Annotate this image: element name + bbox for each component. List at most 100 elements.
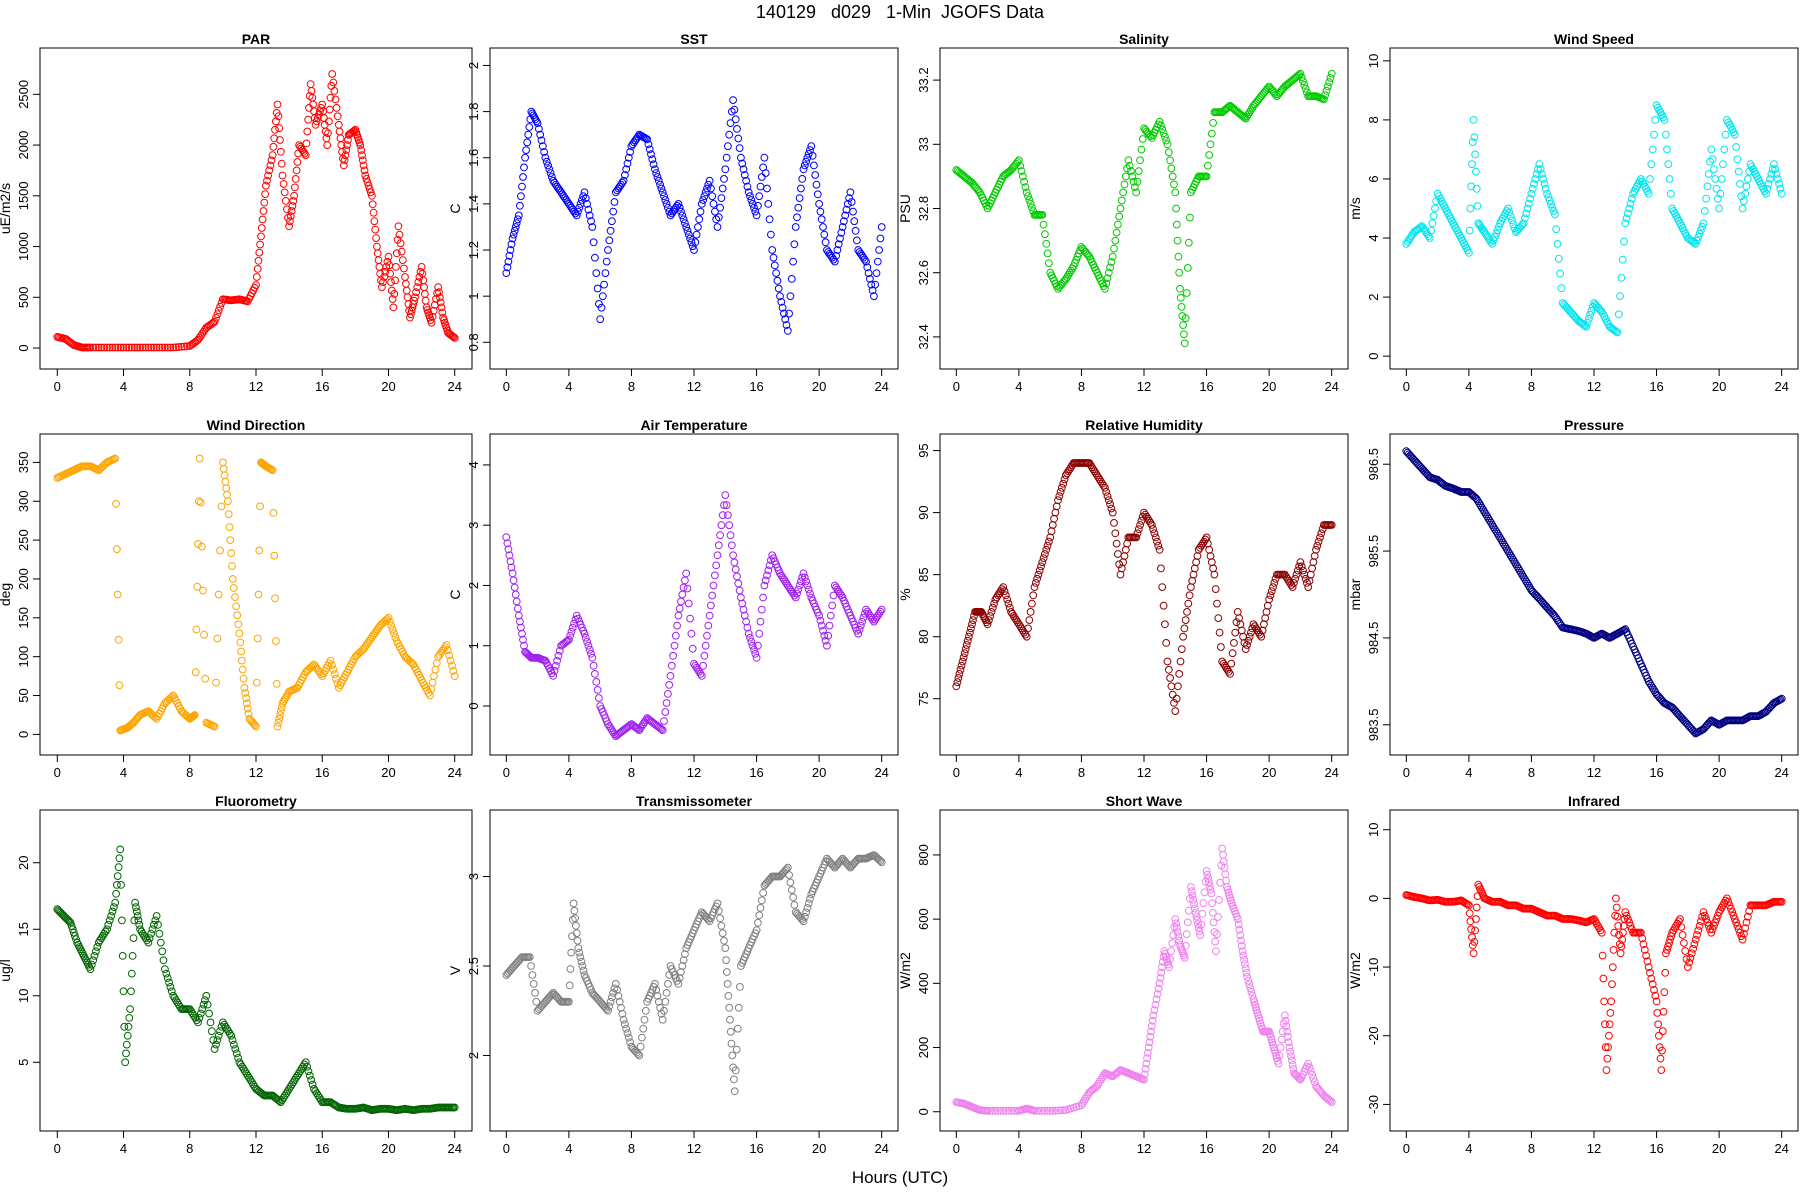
par-data-point [304, 115, 313, 124]
infrared-data-point [1730, 915, 1739, 923]
short-wave-y-tick-label: 200 [916, 1037, 931, 1059]
transmissometer-data-point [783, 863, 792, 872]
sst-x-tick-label: 0 [503, 379, 510, 394]
relative-humidity-data-point [1228, 649, 1237, 658]
wind-speed-data-point [1702, 194, 1710, 203]
wind-direction-x-tick-label: 16 [315, 765, 329, 780]
wind-speed-y-axis-label: m/s [1347, 197, 1363, 220]
wind-direction-data-point [369, 631, 378, 640]
relative-humidity-data-point [1048, 521, 1057, 529]
short-wave-data-point [1238, 947, 1247, 956]
wind-speed-data-point [1405, 236, 1413, 244]
wind-direction-data-point [255, 546, 264, 555]
sst-data-point [533, 119, 542, 127]
sst-data-point [606, 226, 615, 235]
infrared-data-point [1463, 900, 1472, 909]
relative-humidity-data-point [998, 585, 1006, 593]
par-data-point [291, 175, 300, 183]
infrared-data-point [1472, 903, 1481, 912]
relative-humidity-data-point [1011, 614, 1019, 622]
wind-speed-data-point [1704, 170, 1713, 178]
sst-data-point [815, 200, 823, 208]
relative-humidity-data-point [1309, 558, 1318, 567]
air-temperature-data-point [729, 551, 737, 560]
infrared-data-point [1650, 986, 1658, 994]
fluorometry-data-point [64, 916, 73, 925]
short-wave-data-point [1165, 963, 1173, 972]
relative-humidity-data-point [1175, 670, 1184, 678]
par-y-tick-label: 1000 [16, 232, 31, 261]
sst-data-point [876, 234, 885, 243]
wind-direction-data-point [267, 465, 276, 474]
relative-humidity-data-point [1184, 599, 1193, 608]
relative-humidity-data-point [1103, 492, 1112, 501]
air-temperature-data-point [553, 656, 561, 665]
sst-data-point [800, 161, 809, 170]
short-wave-x-tick-label: 8 [1078, 1141, 1085, 1156]
wind-direction-data-point [224, 510, 233, 519]
air-temperature-data-point [795, 581, 804, 590]
salinity-data-point [1322, 86, 1331, 95]
wind-direction-data-point [195, 497, 203, 506]
salinity-data-point [1028, 203, 1036, 212]
wind-speed-data-point [1551, 210, 1559, 219]
sst-data-point [688, 242, 697, 251]
wind-direction-data-point [189, 712, 198, 721]
salinity-data-point [1106, 263, 1114, 272]
par-x-tick-label: 8 [186, 379, 193, 394]
salinity-data-point [1205, 151, 1214, 159]
infrared-data-point [1710, 922, 1718, 930]
salinity-data-point [1018, 172, 1027, 181]
short-wave-data-point [1001, 1106, 1010, 1115]
short-wave-data-point [1187, 883, 1195, 891]
sst-x-tick-label: 12 [687, 379, 701, 394]
par-data-point [265, 166, 274, 175]
par-data-point [269, 142, 278, 151]
relative-humidity-data-point [1025, 616, 1034, 624]
infrared-data-point [1607, 997, 1616, 1006]
wind-speed-data-point [1721, 130, 1730, 139]
short-wave-data-point [1153, 990, 1162, 998]
wind-direction-data-point [362, 641, 371, 649]
relative-humidity-data-point [1095, 475, 1104, 484]
sst-data-point [722, 153, 731, 162]
transmissometer-x-tick-label: 24 [874, 1141, 888, 1156]
transmissometer-data-point [759, 889, 767, 897]
transmissometer-data-point [785, 871, 793, 879]
wind-speed-y-tick-label: 4 [1366, 234, 1381, 241]
relative-humidity-data-point [1116, 570, 1125, 579]
sst-data-point [836, 234, 844, 243]
fluorometry-data-point [65, 917, 74, 926]
sst-data-point [610, 198, 619, 206]
short-wave-data-point [1095, 1077, 1104, 1086]
par-data-point [303, 127, 312, 136]
relative-humidity-data-point [1094, 473, 1103, 482]
infrared-data-point [1656, 1054, 1665, 1063]
par-data-point [288, 202, 297, 210]
air-temperature-data-point [855, 625, 864, 634]
sst-data-point [579, 192, 588, 201]
transmissometer-data-point [617, 1003, 625, 1012]
sst-data-point [517, 192, 525, 201]
salinity-data-point [1157, 121, 1165, 130]
air-temperature-data-point [674, 611, 683, 620]
relative-humidity-data-point [1287, 581, 1296, 589]
wind-direction-data-point [232, 602, 241, 611]
air-temperature-data-point [871, 615, 880, 624]
relative-humidity-data-point [1030, 583, 1039, 591]
par-data-point [286, 217, 294, 226]
short-wave-data-point [994, 1106, 1002, 1115]
salinity-data-point [1180, 330, 1188, 339]
sst-data-point [821, 238, 830, 247]
fluorometry-data-point [132, 903, 140, 911]
transmissometer-data-point [651, 980, 659, 988]
par-data-point [333, 112, 342, 121]
pressure-x-tick-label: 24 [1774, 765, 1788, 780]
short-wave-data-point [1205, 882, 1214, 890]
relative-humidity-data-point [1189, 570, 1198, 579]
air-temperature-data-point [675, 604, 684, 613]
air-temperature-data-point [815, 611, 823, 620]
air-temperature-data-point [695, 667, 704, 676]
transmissometer-data-point [606, 997, 615, 1006]
fluorometry-data-point [127, 969, 136, 978]
